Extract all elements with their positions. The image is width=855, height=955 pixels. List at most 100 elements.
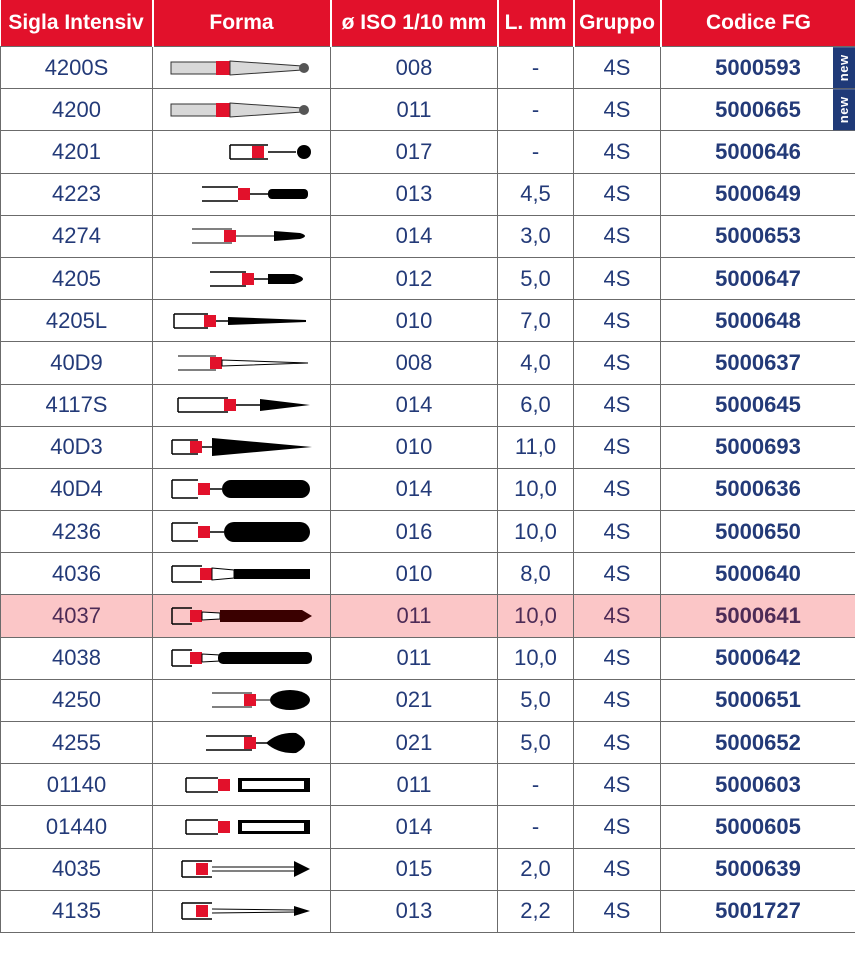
table-row: 01440 014-4S 5000605 — [0, 805, 855, 849]
cell-forma — [152, 45, 331, 90]
cell-iso: 010 — [330, 299, 498, 343]
cell-length: 3,0 — [497, 214, 574, 258]
table-row: 4255 021 5,0 4S 5000652 — [0, 720, 855, 765]
cell-sigla: 4255 — [0, 720, 153, 765]
bur-shape-icon — [170, 438, 312, 457]
cell-gruppo: 4S — [573, 172, 661, 216]
table-row: 4250 021 5,0 4S 5000651 — [0, 678, 855, 723]
bur-shape-icon — [180, 902, 310, 921]
cell-iso: 008 — [330, 45, 498, 90]
cell-codice: 5000651 — [660, 678, 855, 723]
cell-codice: 5000641 — [660, 594, 855, 638]
bur-shape-icon — [211, 690, 310, 711]
cell-codice: 5000647 — [660, 256, 855, 301]
cell-gruppo: 4S — [573, 720, 661, 765]
table-body: 4200S 008-4S 5000593 new 4200 011-4S 5000665 ne… — [0, 45, 855, 933]
cell-sigla: 01140 — [0, 763, 153, 807]
cell-forma — [152, 299, 331, 343]
bur-shape-icon — [176, 397, 310, 413]
bur-shape-icon — [170, 102, 309, 118]
new-badge: new — [833, 47, 855, 89]
cell-gruppo: 4S — [573, 299, 661, 343]
table-row: 4035 015 2,0 4S 5000639 — [0, 847, 855, 891]
cell-sigla: 4038 — [0, 636, 153, 680]
table-row: 4037 011 10,0 4S 5000641 — [0, 594, 855, 638]
cell-sigla: 4274 — [0, 214, 153, 258]
cell-codice: 5000642 — [660, 636, 855, 680]
cell-forma — [152, 130, 331, 174]
cell-codice: 5001727 — [660, 889, 855, 933]
table-row: 4236 016 10,0 4S 5000650 — [0, 510, 855, 554]
cell-iso: 014 — [330, 805, 498, 849]
header-gruppo: Gruppo — [572, 0, 661, 47]
cell-forma — [152, 172, 331, 216]
cell-length: 2,2 — [497, 889, 574, 933]
table-row: 40D4 014 10,0 4S 5000636 — [0, 467, 855, 512]
bur-shape-icon — [205, 732, 305, 753]
cell-iso: 011 — [330, 594, 498, 638]
cell-iso: 011 — [330, 763, 498, 807]
cell-length: 7,0 — [497, 299, 574, 343]
cell-sigla: 01440 — [0, 805, 153, 849]
table-row: 40D9 008 4,0 4S 5000637 — [0, 341, 855, 385]
cell-sigla: 4223 — [0, 172, 153, 216]
cell-iso: 014 — [330, 467, 498, 512]
cell-sigla: 4205 — [0, 256, 153, 301]
cell-length: - — [497, 763, 574, 807]
cell-iso: 011 — [330, 636, 498, 680]
cell-forma — [152, 720, 331, 765]
cell-forma — [152, 383, 331, 427]
bur-shape-icon — [172, 312, 306, 329]
cell-codice: 5000637 — [660, 341, 855, 385]
cell-sigla: 4035 — [0, 847, 153, 891]
cell-iso: 013 — [330, 172, 498, 216]
cell-length: - — [497, 88, 574, 132]
cell-iso: 021 — [330, 720, 498, 765]
cell-iso: 012 — [330, 256, 498, 301]
cell-codice: 5000605 — [660, 805, 855, 849]
header-forma: Forma — [151, 0, 331, 47]
table-row: 4036 010 8,0 4S 5000640 — [0, 552, 855, 596]
cell-iso: 014 — [330, 383, 498, 427]
cell-length: - — [497, 45, 574, 90]
cell-sigla: 4135 — [0, 889, 153, 933]
cell-codice: 5000665 new — [660, 88, 855, 132]
cell-gruppo: 4S — [573, 510, 661, 554]
cell-codice: 5000593 new — [660, 45, 855, 90]
cell-iso: 008 — [330, 341, 498, 385]
cell-gruppo: 4S — [573, 88, 661, 132]
header-codice: Codice FG — [659, 0, 855, 47]
cell-codice: 5000653 — [660, 214, 855, 258]
cell-gruppo: 4S — [573, 256, 661, 301]
bur-shape-icon — [184, 777, 310, 793]
table-row: 40D3 010 11,0 4S 5000693 — [0, 425, 855, 469]
cell-forma — [152, 425, 331, 469]
cell-forma — [152, 805, 331, 849]
cell-sigla: 4117S — [0, 383, 153, 427]
bur-shape-icon — [170, 521, 310, 542]
cell-length: 4,0 — [497, 341, 574, 385]
table-row: 4223 013 4,5 4S 5000649 — [0, 172, 855, 216]
header-length: L. mm — [496, 0, 574, 47]
table-row: 4200S 008-4S 5000593 new — [0, 45, 855, 90]
table-row: 4274 014 3,0 4S 5000653 — [0, 214, 855, 258]
cell-gruppo: 4S — [573, 552, 661, 596]
cell-codice: 5000636 — [660, 467, 855, 512]
header-row: Sigla Intensiv Forma ø ISO 1/10 mm L. mm… — [0, 0, 855, 47]
table-row: 4117S 014 6,0 4S 5000645 — [0, 383, 855, 427]
bur-shape-icon — [228, 144, 311, 160]
cell-iso: 010 — [330, 425, 498, 469]
cell-forma — [152, 552, 331, 596]
cell-sigla: 4201 — [0, 130, 153, 174]
bur-shape-icon — [209, 270, 303, 287]
cell-length: 10,0 — [497, 510, 574, 554]
bur-shape-icon — [170, 479, 310, 500]
cell-codice: 5000640 — [660, 552, 855, 596]
bur-shape-icon — [170, 607, 312, 625]
cell-length: 5,0 — [497, 720, 574, 765]
cell-codice: 5000603 — [660, 763, 855, 807]
cell-sigla: 40D9 — [0, 341, 153, 385]
cell-sigla: 4250 — [0, 678, 153, 723]
cell-sigla: 4200S — [0, 45, 153, 90]
cell-length: 10,0 — [497, 594, 574, 638]
